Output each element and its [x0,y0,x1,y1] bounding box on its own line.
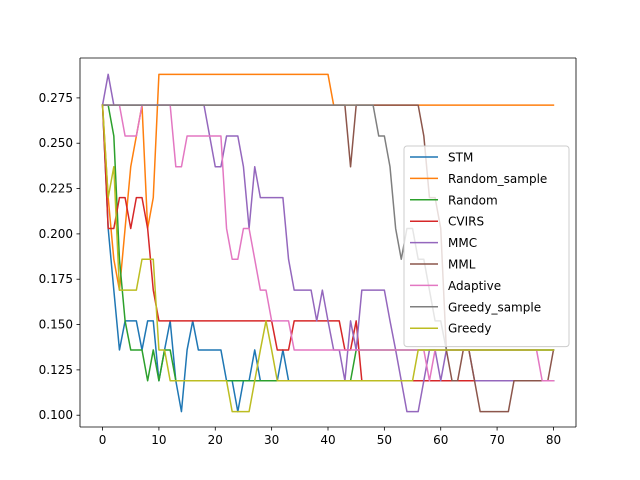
x-tick-label: 30 [264,433,279,447]
y-tick-label: 0.250 [39,136,73,150]
y-tick-label: 0.275 [39,91,73,105]
legend-label-random-sample: Random_sample [448,172,547,186]
y-tick-label: 0.150 [39,318,73,332]
legend-box [403,145,570,348]
legend-label-adaptive: Adaptive [448,279,501,293]
legend-label-greedy: Greedy [448,322,491,336]
x-tick-label: 80 [546,433,561,447]
y-tick-label: 0.175 [39,272,73,286]
y-tick-label: 0.100 [39,408,73,422]
legend-label-mmc: MMC [448,236,477,250]
axes: 0 10 20 30 40 50 60 70 80 0.100 0.125 0.150 0.175 0.2… [39,57,577,447]
legend-label-mml: MML [448,258,476,272]
series-line-random-sample [101,73,555,291]
legend: STM Random_sample Random CVIRS MMC MML Adaptiv… [403,145,570,348]
x-tick-label: 70 [489,433,504,447]
series-lines [101,73,555,413]
x-tick-label: 20 [208,433,223,447]
x-tick-label: 40 [320,433,335,447]
y-tick-label: 0.225 [39,182,73,196]
series-line-greedy [101,104,555,413]
x-tick-label: 10 [151,433,166,447]
y-tick-label: 0.200 [39,227,73,241]
x-tick-label: 0 [99,433,107,447]
legend-label-random: Random [448,193,498,207]
x-tick-label: 60 [433,433,448,447]
legend-label-cvirs: CVIRS [448,215,484,229]
y-tick-label: 0.125 [39,363,73,377]
x-tick-label: 50 [377,433,392,447]
legend-label-greedy-sample: Greedy_sample [448,300,541,314]
legend-label-stm: STM [448,151,473,165]
